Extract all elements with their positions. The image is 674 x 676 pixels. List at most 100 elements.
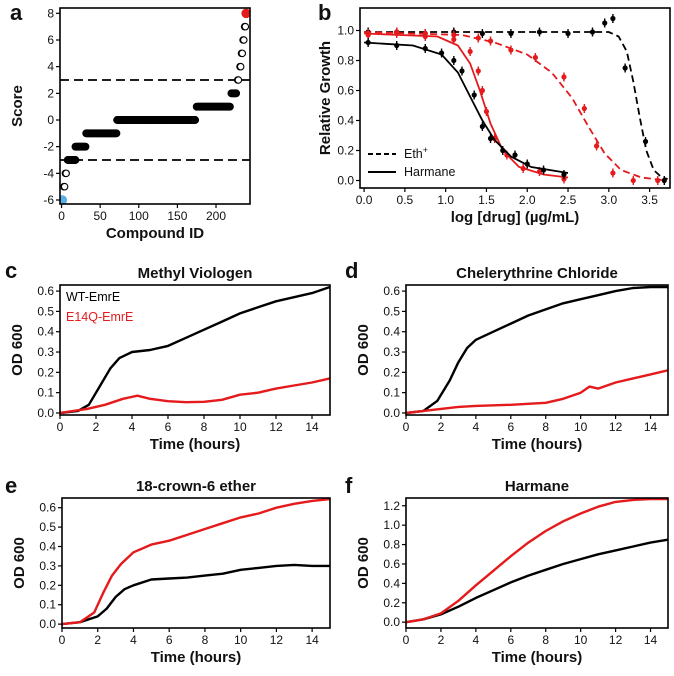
plot-area bbox=[60, 8, 250, 204]
fit-curve bbox=[364, 31, 667, 182]
panel-d: d Chelerythrine Chloride 0 2 4 6 8 10 12 14 0.0 0.1… bbox=[345, 258, 669, 453]
data-point bbox=[487, 38, 494, 44]
x-tick-label: 2 bbox=[438, 633, 445, 647]
data-point bbox=[422, 45, 428, 52]
y-tick-label: 0.4 bbox=[383, 325, 400, 339]
panel-letter: e bbox=[5, 473, 17, 498]
data-point bbox=[508, 47, 514, 53]
data-point bbox=[610, 170, 616, 176]
y-tick-label: 0.6 bbox=[383, 557, 400, 571]
x-tick-label: 2.5 bbox=[560, 193, 577, 207]
x-tick-label: 100 bbox=[129, 209, 149, 223]
data-point bbox=[512, 152, 518, 158]
data-point bbox=[524, 161, 530, 167]
plot-frame bbox=[405, 284, 669, 416]
data-point bbox=[532, 54, 538, 61]
data-point bbox=[241, 8, 250, 19]
x-tick-label: 8 bbox=[201, 420, 208, 434]
y-tick-label: 1.2 bbox=[383, 499, 400, 513]
data-point bbox=[561, 74, 567, 80]
data-point bbox=[479, 30, 485, 37]
y-tick-label: 0.8 bbox=[337, 54, 354, 68]
plot-area bbox=[406, 498, 668, 624]
x-tick-label: 6 bbox=[166, 633, 173, 647]
x-tick-label: 12 bbox=[609, 633, 623, 647]
y-tick-label: 0.4 bbox=[37, 325, 54, 339]
x-tick-label: 0 bbox=[403, 420, 410, 434]
y-tick-label: 0.1 bbox=[39, 598, 56, 612]
data-point bbox=[112, 129, 121, 138]
chart-title: Methyl Viologen bbox=[138, 265, 253, 282]
x-tick-label: 4 bbox=[129, 420, 136, 434]
plot-area bbox=[62, 498, 330, 626]
y-tick-label: 0.2 bbox=[39, 578, 56, 592]
data-point bbox=[593, 143, 600, 149]
x-axis-label: Time (hours) bbox=[151, 649, 242, 666]
data-point bbox=[479, 87, 485, 94]
x-axis-label: Compound ID bbox=[106, 225, 204, 242]
x-axis-label: Time (hours) bbox=[492, 436, 583, 453]
fit-curve bbox=[364, 31, 668, 180]
y-axis-label: Score bbox=[9, 85, 26, 127]
x-tick-label: 3.0 bbox=[600, 193, 617, 207]
series-line bbox=[406, 538, 668, 624]
panel-letter: f bbox=[345, 473, 353, 498]
panel-letter: c bbox=[5, 258, 17, 283]
y-tick-label: 0.2 bbox=[337, 144, 354, 158]
data-point bbox=[451, 57, 457, 64]
panel-f: f Harmane 0 2 4 6 8 10 12 14 0.0 0.2 0.4 0.6 0.8 1.0 1.2… bbox=[345, 473, 669, 666]
data-point bbox=[540, 167, 547, 173]
data-point bbox=[581, 105, 587, 112]
y-tick-label: 0 bbox=[47, 113, 54, 127]
x-tick-label: 2 bbox=[438, 420, 445, 434]
fit-curve bbox=[364, 32, 569, 179]
data-point bbox=[438, 50, 445, 56]
data-point bbox=[225, 102, 234, 111]
y-tick-label: 0.2 bbox=[37, 365, 54, 379]
y-tick-label: -2 bbox=[43, 140, 54, 154]
x-tick-label: 6 bbox=[507, 633, 514, 647]
panel-letter: a bbox=[10, 0, 23, 25]
data-point bbox=[536, 168, 543, 175]
x-tick-label: 10 bbox=[234, 633, 248, 647]
y-tick-label: 0.5 bbox=[383, 304, 400, 318]
series-line bbox=[406, 285, 668, 415]
data-point bbox=[622, 65, 628, 71]
plot-frame bbox=[405, 497, 669, 629]
data-point bbox=[565, 30, 571, 37]
x-axis-label: Time (hours) bbox=[492, 649, 583, 666]
x-tick-label: 0.0 bbox=[356, 193, 373, 207]
data-point bbox=[536, 29, 543, 35]
chart-title: Harmane bbox=[505, 478, 569, 495]
plot-area bbox=[406, 285, 668, 415]
data-point bbox=[451, 36, 457, 43]
legend-label: WT-EmrE bbox=[66, 290, 120, 304]
x-tick-label: 10 bbox=[574, 633, 588, 647]
x-tick-label: 12 bbox=[269, 420, 283, 434]
data-point bbox=[642, 138, 649, 145]
y-axis-label: Relative Growth bbox=[317, 41, 334, 155]
x-tick-label: 8 bbox=[542, 633, 549, 647]
y-tick-label: -6 bbox=[43, 193, 54, 207]
y-tick-label: 0.6 bbox=[383, 284, 400, 298]
legend: WT-EmrE E14Q-EmrE bbox=[66, 290, 133, 324]
x-tick-label: 6 bbox=[507, 420, 514, 434]
data-point bbox=[500, 147, 506, 154]
data-point bbox=[475, 68, 481, 74]
data-point bbox=[487, 135, 494, 142]
legend: Eth+ Harmane bbox=[368, 145, 455, 179]
data-point bbox=[520, 165, 526, 172]
y-tick-label: 0.1 bbox=[37, 386, 54, 400]
y-tick-label: 0.4 bbox=[383, 576, 400, 590]
y-tick-label: 0.5 bbox=[39, 520, 56, 534]
panel-letter: d bbox=[345, 258, 358, 283]
x-tick-label: 14 bbox=[305, 633, 319, 647]
x-tick-label: 10 bbox=[574, 420, 588, 434]
y-tick-label: 0.0 bbox=[337, 174, 354, 188]
y-tick-label: 0.0 bbox=[37, 406, 54, 420]
y-tick-label: 0.8 bbox=[383, 538, 400, 552]
x-tick-label: 14 bbox=[644, 420, 658, 434]
x-tick-label: 2 bbox=[93, 420, 100, 434]
data-point bbox=[459, 68, 465, 74]
x-tick-label: 0 bbox=[403, 633, 410, 647]
